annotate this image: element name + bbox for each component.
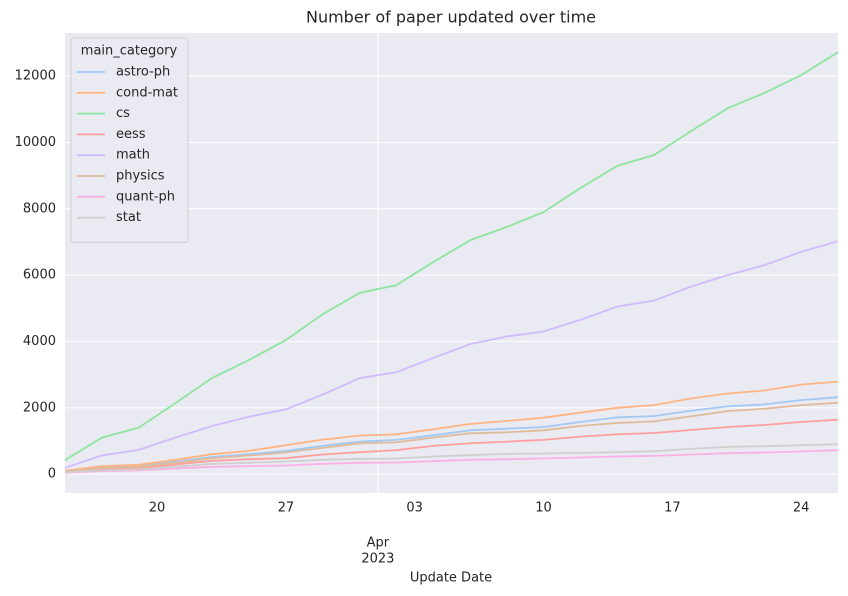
y-tick-label: 0 bbox=[48, 467, 56, 482]
x-axis-label: Update Date bbox=[410, 571, 492, 586]
grid bbox=[65, 33, 838, 493]
legend-label: cs bbox=[116, 106, 130, 121]
legend-label: stat bbox=[116, 210, 141, 225]
series-line bbox=[64, 240, 839, 469]
x-tick-label: 10 bbox=[535, 501, 552, 516]
x-tick-label: 17 bbox=[664, 501, 681, 516]
legend-label: math bbox=[116, 148, 150, 163]
legend-label: cond-mat bbox=[116, 85, 178, 100]
series-line bbox=[64, 418, 839, 473]
plot-area bbox=[65, 33, 838, 493]
chart-title: Number of paper updated over time bbox=[306, 8, 596, 27]
y-tick-label: 6000 bbox=[23, 268, 56, 283]
legend-title: main_category bbox=[81, 44, 178, 59]
x-tick-label: 20 bbox=[149, 501, 166, 516]
series-line bbox=[64, 51, 839, 461]
x-tick-label: 03 bbox=[406, 501, 423, 516]
x-tick-label: 27 bbox=[278, 501, 295, 516]
series-line bbox=[64, 443, 839, 474]
legend-label: astro-ph bbox=[116, 65, 170, 80]
legend-label: physics bbox=[116, 169, 165, 184]
series-line bbox=[64, 401, 839, 473]
series-line bbox=[64, 396, 839, 472]
y-tick-label: 12000 bbox=[15, 69, 56, 84]
y-tick-label: 10000 bbox=[15, 135, 56, 150]
y-tick-label: 8000 bbox=[23, 201, 56, 216]
y-tick-label: 4000 bbox=[23, 334, 56, 349]
series-line bbox=[64, 380, 839, 472]
x-tick-label: Apr bbox=[367, 536, 390, 551]
series-line bbox=[64, 449, 839, 474]
y-tick-label: 2000 bbox=[23, 400, 56, 415]
x-tick-label: 24 bbox=[793, 501, 810, 516]
x-tick-label: 2023 bbox=[361, 552, 394, 567]
legend-label: quant-ph bbox=[116, 189, 175, 204]
legend-box bbox=[70, 37, 189, 243]
legend-label: eess bbox=[116, 127, 146, 142]
